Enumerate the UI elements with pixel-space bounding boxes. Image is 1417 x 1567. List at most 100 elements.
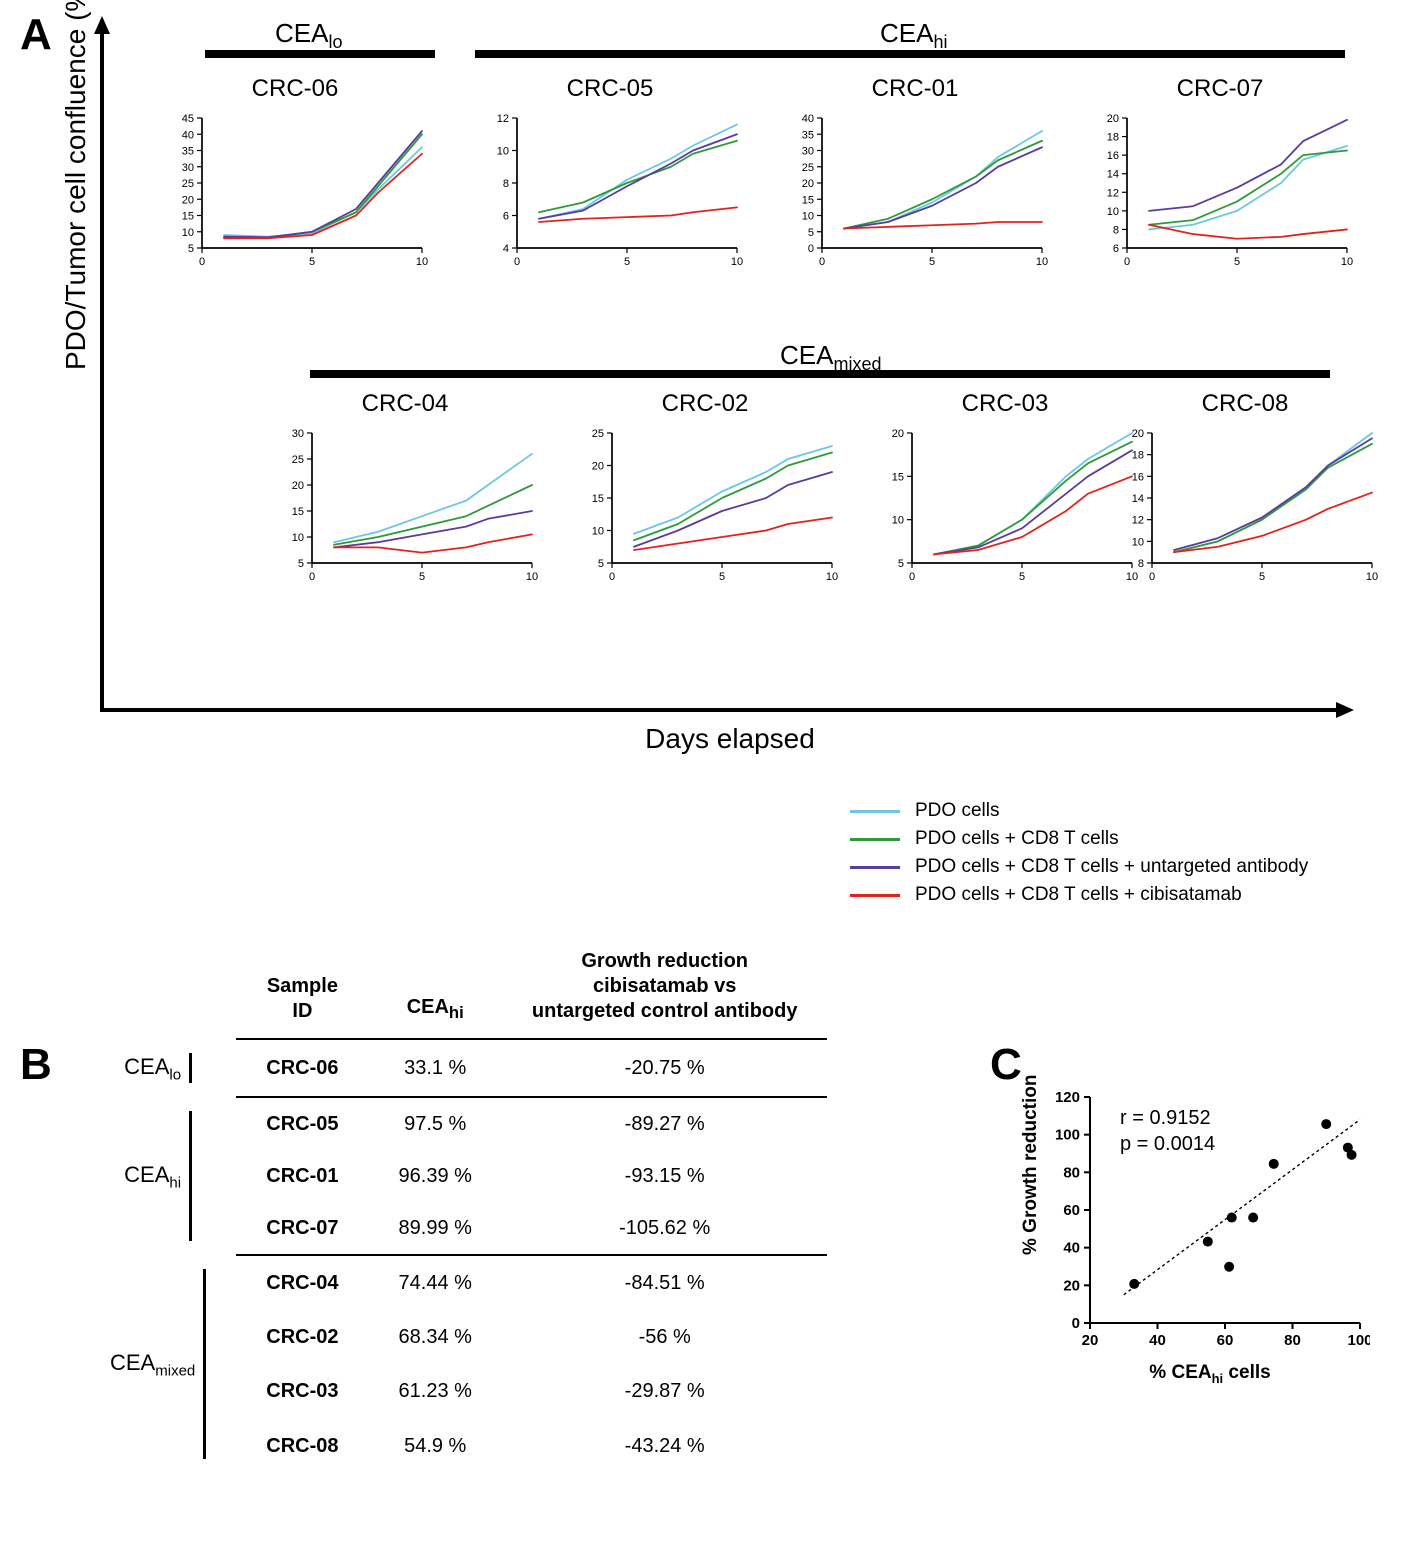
svg-text:5: 5: [1259, 571, 1265, 583]
mini-chart-title: CRC-08: [1110, 390, 1380, 418]
svg-text:15: 15: [802, 194, 814, 206]
table-cell: 89.99 %: [369, 1202, 502, 1255]
svg-text:0: 0: [909, 571, 915, 583]
svg-text:25: 25: [292, 454, 304, 466]
mini-chart-svg: 51015200510: [870, 425, 1140, 590]
table-cell: 68.34 %: [369, 1311, 502, 1365]
table-header: Growth reductioncibisatamab vsuntargeted…: [502, 941, 828, 1039]
table-cell: CRC-03: [236, 1365, 368, 1419]
svg-text:10: 10: [1366, 571, 1378, 583]
mini-chart: CRC-0881012141618200510: [1110, 390, 1380, 590]
svg-text:6: 6: [1113, 243, 1119, 255]
svg-text:10: 10: [526, 571, 538, 583]
svg-text:10: 10: [292, 532, 304, 544]
svg-text:10: 10: [1132, 536, 1144, 548]
mini-chart: CRC-04510152025300510: [270, 390, 540, 590]
group-label-cell: CEAmixed: [80, 1255, 236, 1473]
group-label: CEAmixed: [780, 340, 881, 375]
legend-item: PDO cells: [850, 800, 1390, 822]
table-cell: CRC-04: [236, 1255, 368, 1310]
legend-item: PDO cells + CD8 T cells + untargeted ant…: [850, 856, 1390, 878]
mini-chart-title: CRC-03: [870, 390, 1140, 418]
mini-chart-title: CRC-05: [475, 75, 745, 103]
legend: PDO cells PDO cells + CD8 T cells PDO cell…: [850, 800, 1390, 906]
panel-b-table: SampleIDCEAhiGrowth reductioncibisatamab…: [80, 941, 827, 1473]
group-label-cell: CEAlo: [80, 1039, 236, 1097]
svg-text:100: 100: [1055, 1127, 1080, 1144]
mini-chart: CRC-07681012141618200510: [1085, 75, 1355, 275]
svg-text:80: 80: [1063, 1164, 1080, 1181]
group-label: CEAlo: [275, 18, 342, 53]
panel-c-letter: C: [990, 1040, 1022, 1090]
svg-text:15: 15: [292, 506, 304, 518]
mini-chart-svg: 46810120510: [475, 110, 745, 275]
svg-text:16: 16: [1132, 471, 1144, 483]
mini-chart-svg: 510152025303540450510: [160, 110, 430, 275]
svg-text:5: 5: [298, 558, 304, 570]
table-cell: 54.9 %: [369, 1419, 502, 1473]
svg-text:0: 0: [514, 256, 520, 268]
svg-text:20: 20: [1132, 428, 1144, 440]
table-row: CEAloCRC-0633.1 %-20.75 %: [80, 1039, 827, 1097]
svg-text:120: 120: [1055, 1089, 1080, 1106]
svg-text:8: 8: [1113, 224, 1119, 236]
mini-chart-svg: 81012141618200510: [1110, 425, 1380, 590]
legend-item: PDO cells + CD8 T cells + cibisatamab: [850, 884, 1390, 906]
legend-label: PDO cells: [915, 800, 999, 822]
table-header: SampleID: [236, 941, 368, 1039]
table-cell: 97.5 %: [369, 1097, 502, 1150]
stat-r: r = 0.9152: [1120, 1105, 1215, 1131]
mini-chart: CRC-0351015200510: [870, 390, 1140, 590]
mini-chart-title: CRC-02: [570, 390, 840, 418]
table-row: CEAmixedCRC-0474.44 %-84.51 %: [80, 1255, 827, 1310]
svg-text:10: 10: [826, 571, 838, 583]
mini-chart: CRC-06510152025303540450510: [160, 75, 430, 275]
svg-text:20: 20: [1107, 113, 1119, 125]
figure-root: A PDO/Tumor cell confluence (%) Days ela…: [20, 20, 1397, 1473]
svg-text:5: 5: [1019, 571, 1025, 583]
table-cell: -84.51 %: [502, 1255, 828, 1310]
y-axis-arrow: [100, 30, 104, 710]
svg-text:20: 20: [802, 178, 814, 190]
svg-text:10: 10: [1107, 206, 1119, 218]
svg-text:12: 12: [1132, 515, 1144, 527]
svg-text:35: 35: [182, 146, 194, 158]
svg-text:20: 20: [892, 428, 904, 440]
mini-chart-svg: 681012141618200510: [1085, 110, 1355, 275]
svg-text:25: 25: [802, 162, 814, 174]
table-header: CEAhi: [369, 941, 502, 1039]
legend-label: PDO cells + CD8 T cells: [915, 828, 1119, 850]
table-cell: CRC-01: [236, 1150, 368, 1202]
svg-text:0: 0: [309, 571, 315, 583]
svg-text:10: 10: [416, 256, 428, 268]
legend-swatch: [850, 838, 900, 841]
svg-text:16: 16: [1107, 150, 1119, 162]
legend-swatch: [850, 866, 900, 869]
svg-text:8: 8: [503, 178, 509, 190]
scatter-stats: r = 0.9152 p = 0.0014: [1120, 1105, 1215, 1157]
y-axis-label: PDO/Tumor cell confluence (%): [60, 0, 92, 370]
svg-text:18: 18: [1107, 132, 1119, 144]
legend-item: PDO cells + CD8 T cells: [850, 828, 1390, 850]
table-cell: CRC-06: [236, 1039, 368, 1097]
svg-text:20: 20: [1063, 1277, 1080, 1294]
svg-text:0: 0: [1124, 256, 1130, 268]
svg-text:5: 5: [719, 571, 725, 583]
panel-b-letter: B: [20, 1040, 52, 1090]
table-cell: -56 %: [502, 1311, 828, 1365]
svg-text:30: 30: [292, 428, 304, 440]
table-cell: CRC-02: [236, 1311, 368, 1365]
group-label: CEAhi: [880, 18, 947, 53]
panel-a-letter: A: [20, 10, 52, 60]
svg-text:10: 10: [592, 526, 604, 538]
mini-chart-title: CRC-06: [160, 75, 430, 103]
svg-text:5: 5: [808, 227, 814, 239]
table-row: CEAhiCRC-0597.5 %-89.27 %: [80, 1097, 827, 1150]
svg-text:25: 25: [182, 178, 194, 190]
svg-text:15: 15: [182, 211, 194, 223]
svg-text:60: 60: [1063, 1202, 1080, 1219]
svg-text:20: 20: [182, 194, 194, 206]
mini-chart-title: CRC-04: [270, 390, 540, 418]
svg-text:0: 0: [199, 256, 205, 268]
svg-text:40: 40: [182, 129, 194, 141]
